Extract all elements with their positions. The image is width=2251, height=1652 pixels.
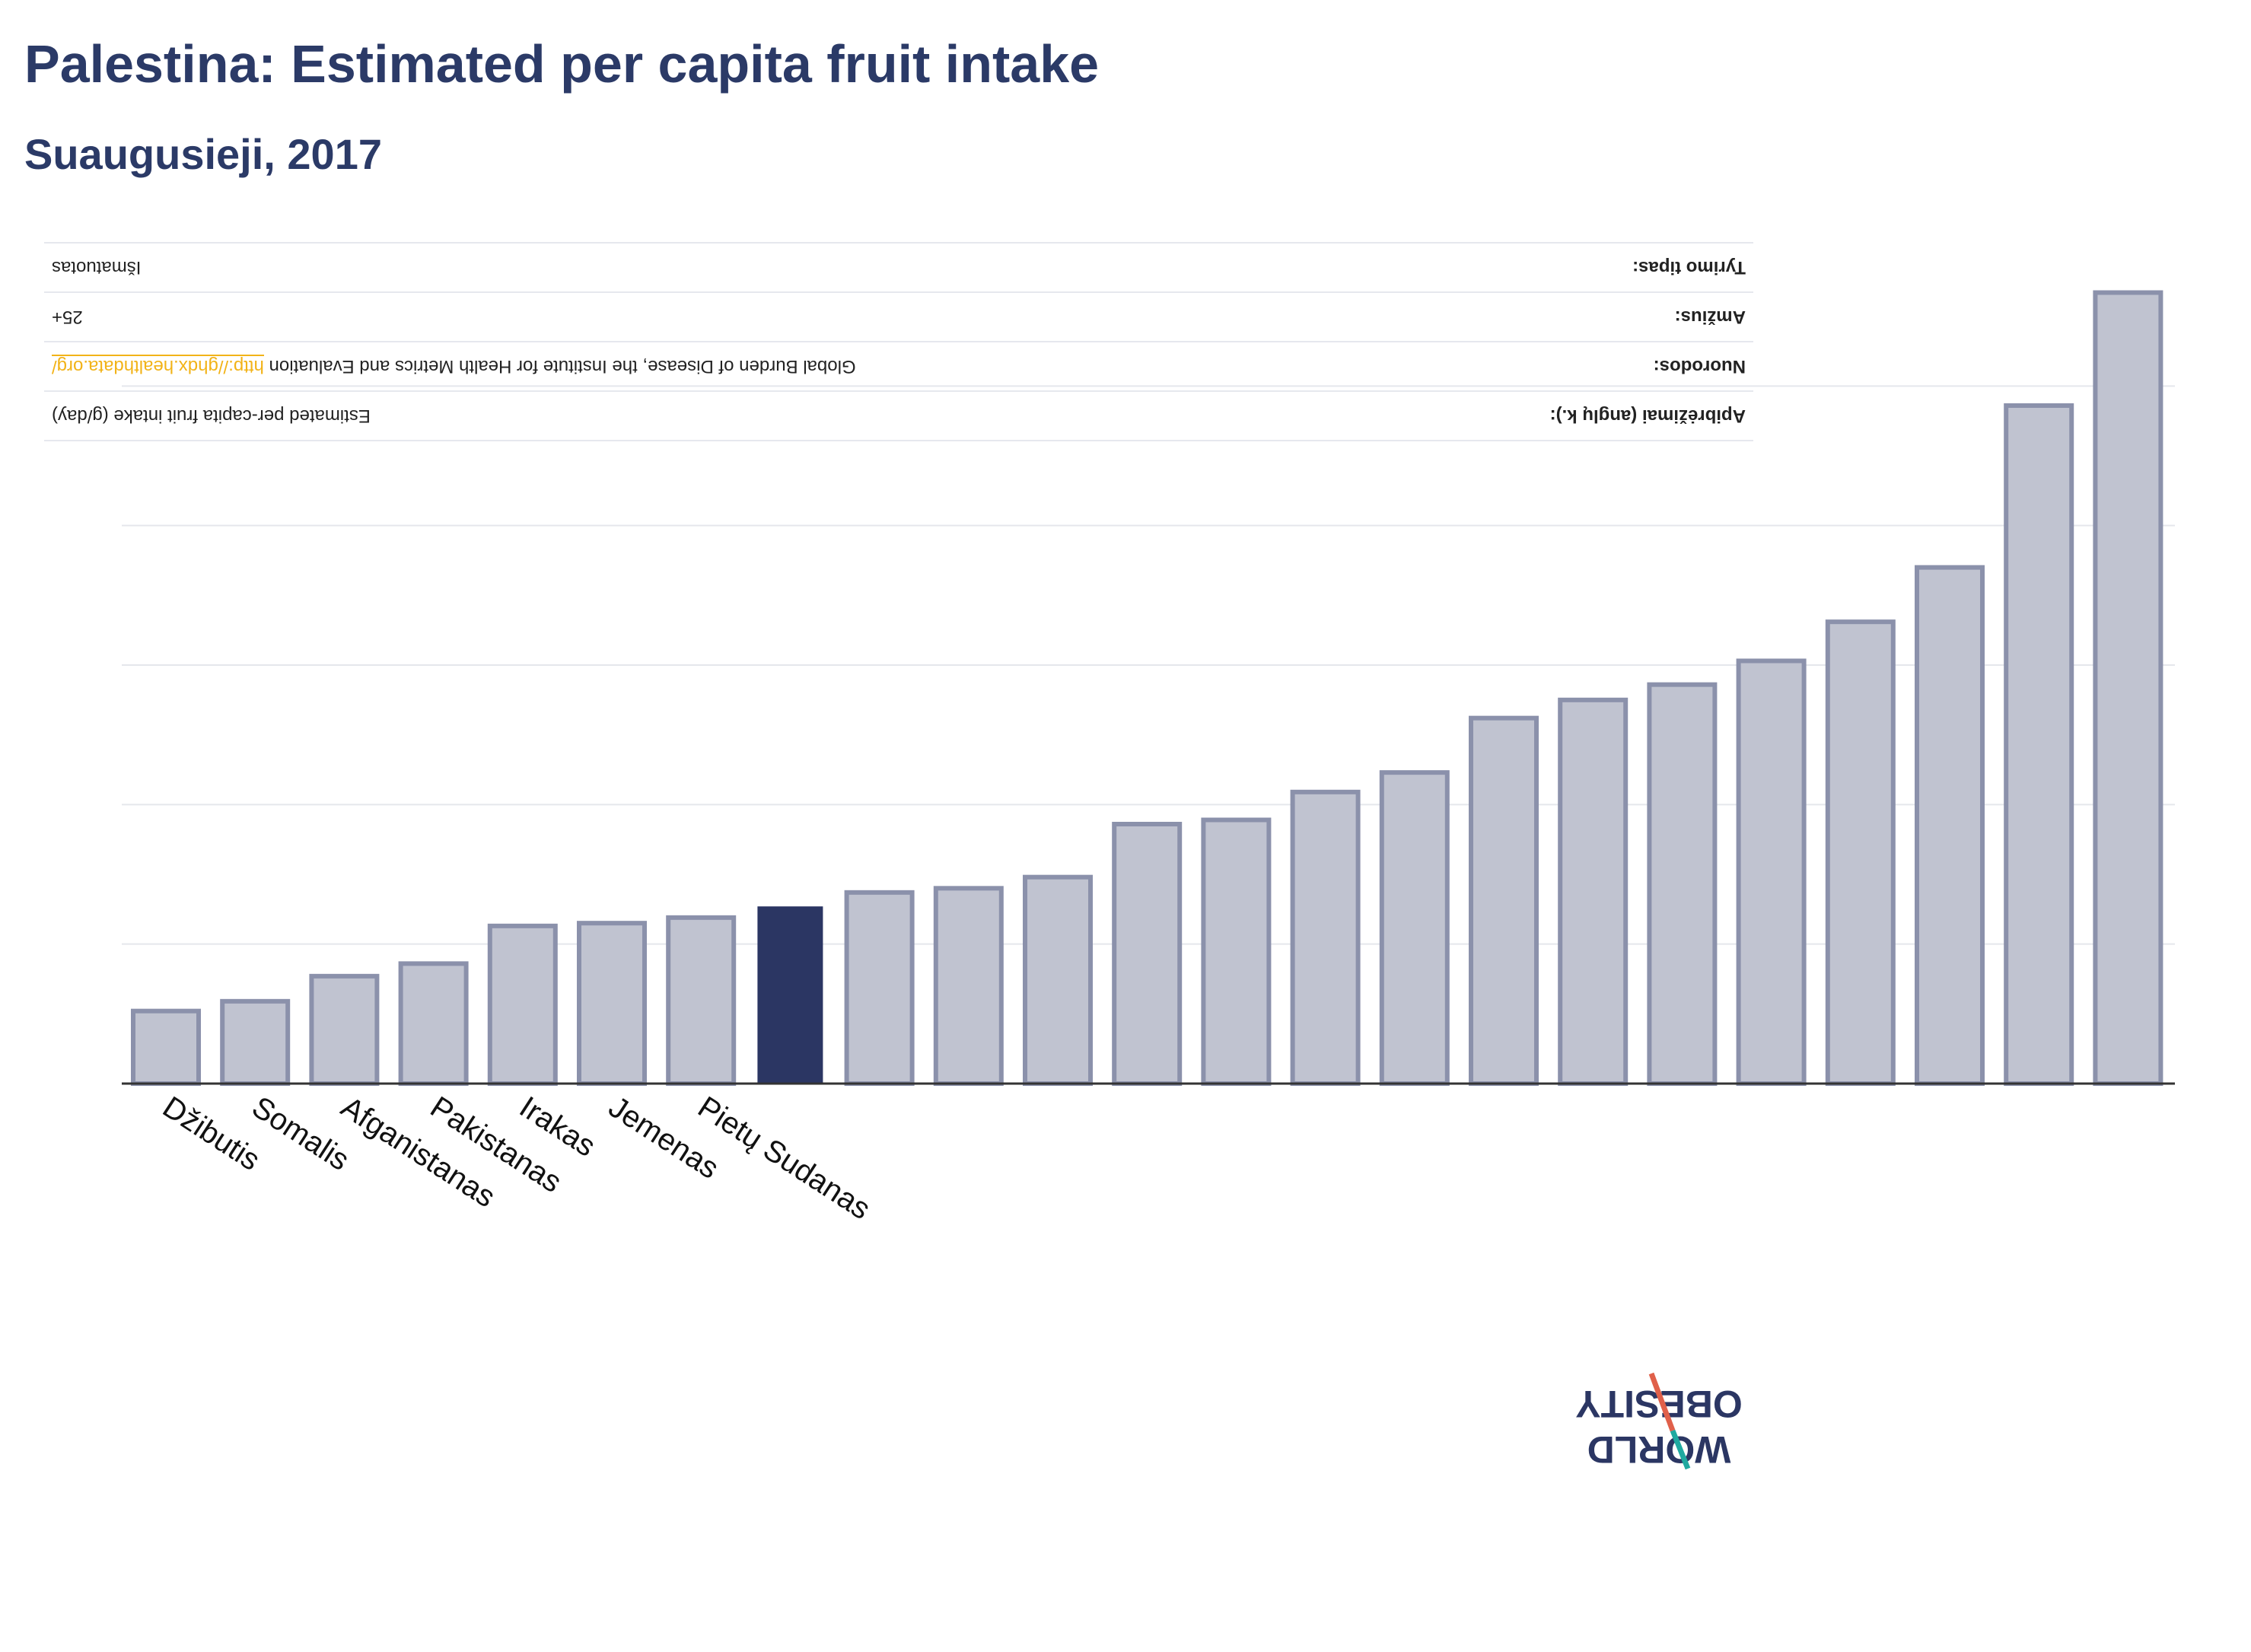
logo-slash-teal (1670, 1429, 1691, 1470)
bar[interactable] (1736, 658, 1807, 1086)
info-row-source: Nuorodos: Global Burden of Disease, the … (44, 342, 1753, 392)
info-label: Nuorodos: (1653, 356, 1746, 377)
info-value: 25+ (52, 307, 83, 327)
world-obesity-logo: WORLD OBESITY (1575, 1372, 1743, 1471)
x-tick-label: Somalis (246, 1090, 355, 1177)
info-label: Apibrėžimai (anglų k.): (1549, 406, 1746, 426)
info-value: Global Burden of Disease, the Institute … (52, 355, 856, 377)
logo-text-world: WORLD (1587, 1428, 1731, 1471)
bar[interactable] (1379, 770, 1450, 1087)
x-tick-label: Afganistanas (335, 1090, 501, 1214)
logo-slash-red (1648, 1372, 1676, 1432)
bar[interactable] (487, 923, 558, 1087)
bar[interactable] (577, 921, 647, 1086)
source-link[interactable]: http://ghdx.healthdata.org/ (52, 355, 264, 377)
bar[interactable] (1023, 874, 1093, 1086)
bar[interactable] (1290, 789, 1361, 1087)
bar[interactable] (1915, 565, 1985, 1086)
info-row-definition: Apibrėžimai (anglų k.): Estimated per-ca… (44, 392, 1753, 441)
bar[interactable] (309, 973, 380, 1087)
info-label: Tyrimo tipas: (1632, 257, 1746, 278)
bar[interactable] (2004, 403, 2074, 1086)
bar[interactable] (933, 886, 1004, 1087)
bar-highlighted[interactable] (757, 906, 823, 1084)
bar[interactable] (844, 890, 915, 1087)
chart-subtitle: Suaugusieji, 2017 (24, 130, 382, 178)
bar[interactable] (398, 961, 469, 1087)
bar[interactable] (666, 915, 737, 1087)
info-value: Išmatuotas (52, 257, 142, 278)
info-row-survey-type: Tyrimo tipas: Išmatuotas (44, 242, 1753, 293)
bar[interactable] (220, 998, 291, 1087)
info-row-age: Amžius: 25+ (44, 293, 1753, 342)
bar[interactable] (131, 1008, 201, 1086)
bar[interactable] (1201, 817, 1272, 1086)
bar[interactable] (1112, 822, 1183, 1086)
bar[interactable] (1469, 715, 1539, 1087)
bar[interactable] (1825, 619, 1896, 1086)
chart-title: Palestina: Estimated per capita fruit in… (24, 34, 1100, 94)
bar[interactable] (1558, 697, 1629, 1086)
x-tick-labels: DžibutisSomalisAfganistanasPakistanasIra… (157, 1090, 876, 1227)
info-panel: Apibrėžimai (anglų k.): Estimated per-ca… (44, 242, 1753, 441)
bar[interactable] (2093, 290, 2163, 1086)
info-label: Amžius: (1674, 307, 1746, 327)
x-tick-label: Džibutis (157, 1090, 266, 1177)
info-value: Estimated per-capita fruit intake (g/day… (52, 406, 371, 426)
bar[interactable] (1647, 682, 1718, 1086)
